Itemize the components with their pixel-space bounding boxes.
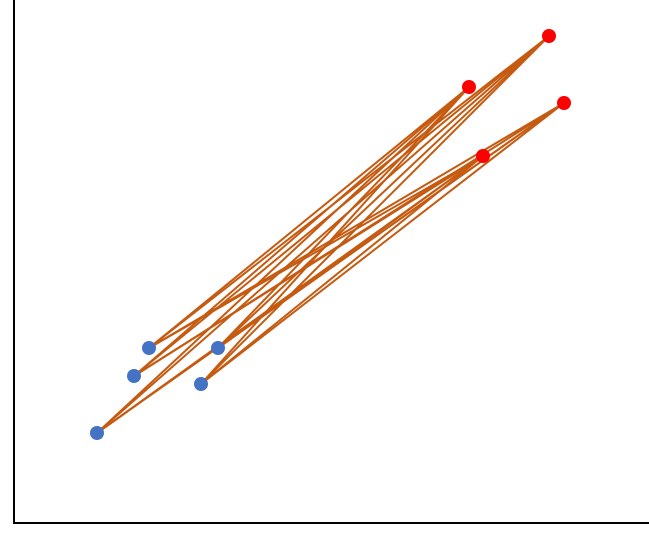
node-r1 <box>542 29 556 43</box>
node-b5 <box>90 426 104 440</box>
node-r2 <box>462 80 476 94</box>
edge-b3-r2 <box>133 86 470 377</box>
node-b2 <box>211 341 225 355</box>
edge-b4-r1 <box>200 35 550 385</box>
node-b4 <box>194 377 208 391</box>
node-b3 <box>127 369 141 383</box>
node-group <box>90 29 571 440</box>
node-r4 <box>476 149 490 163</box>
edge-b4-r2 <box>200 86 470 385</box>
node-b1 <box>142 341 156 355</box>
edge-b1-r2 <box>148 86 470 349</box>
node-r3 <box>557 96 571 110</box>
edge-b4-r3 <box>200 102 565 385</box>
edge-b5-r4 <box>96 155 484 434</box>
edge-group <box>96 35 565 434</box>
edge-b2-r1 <box>217 35 550 349</box>
edge-b5-r1 <box>96 35 550 434</box>
edge-b5-r2 <box>96 86 470 434</box>
edge-b1-r1 <box>148 35 550 349</box>
